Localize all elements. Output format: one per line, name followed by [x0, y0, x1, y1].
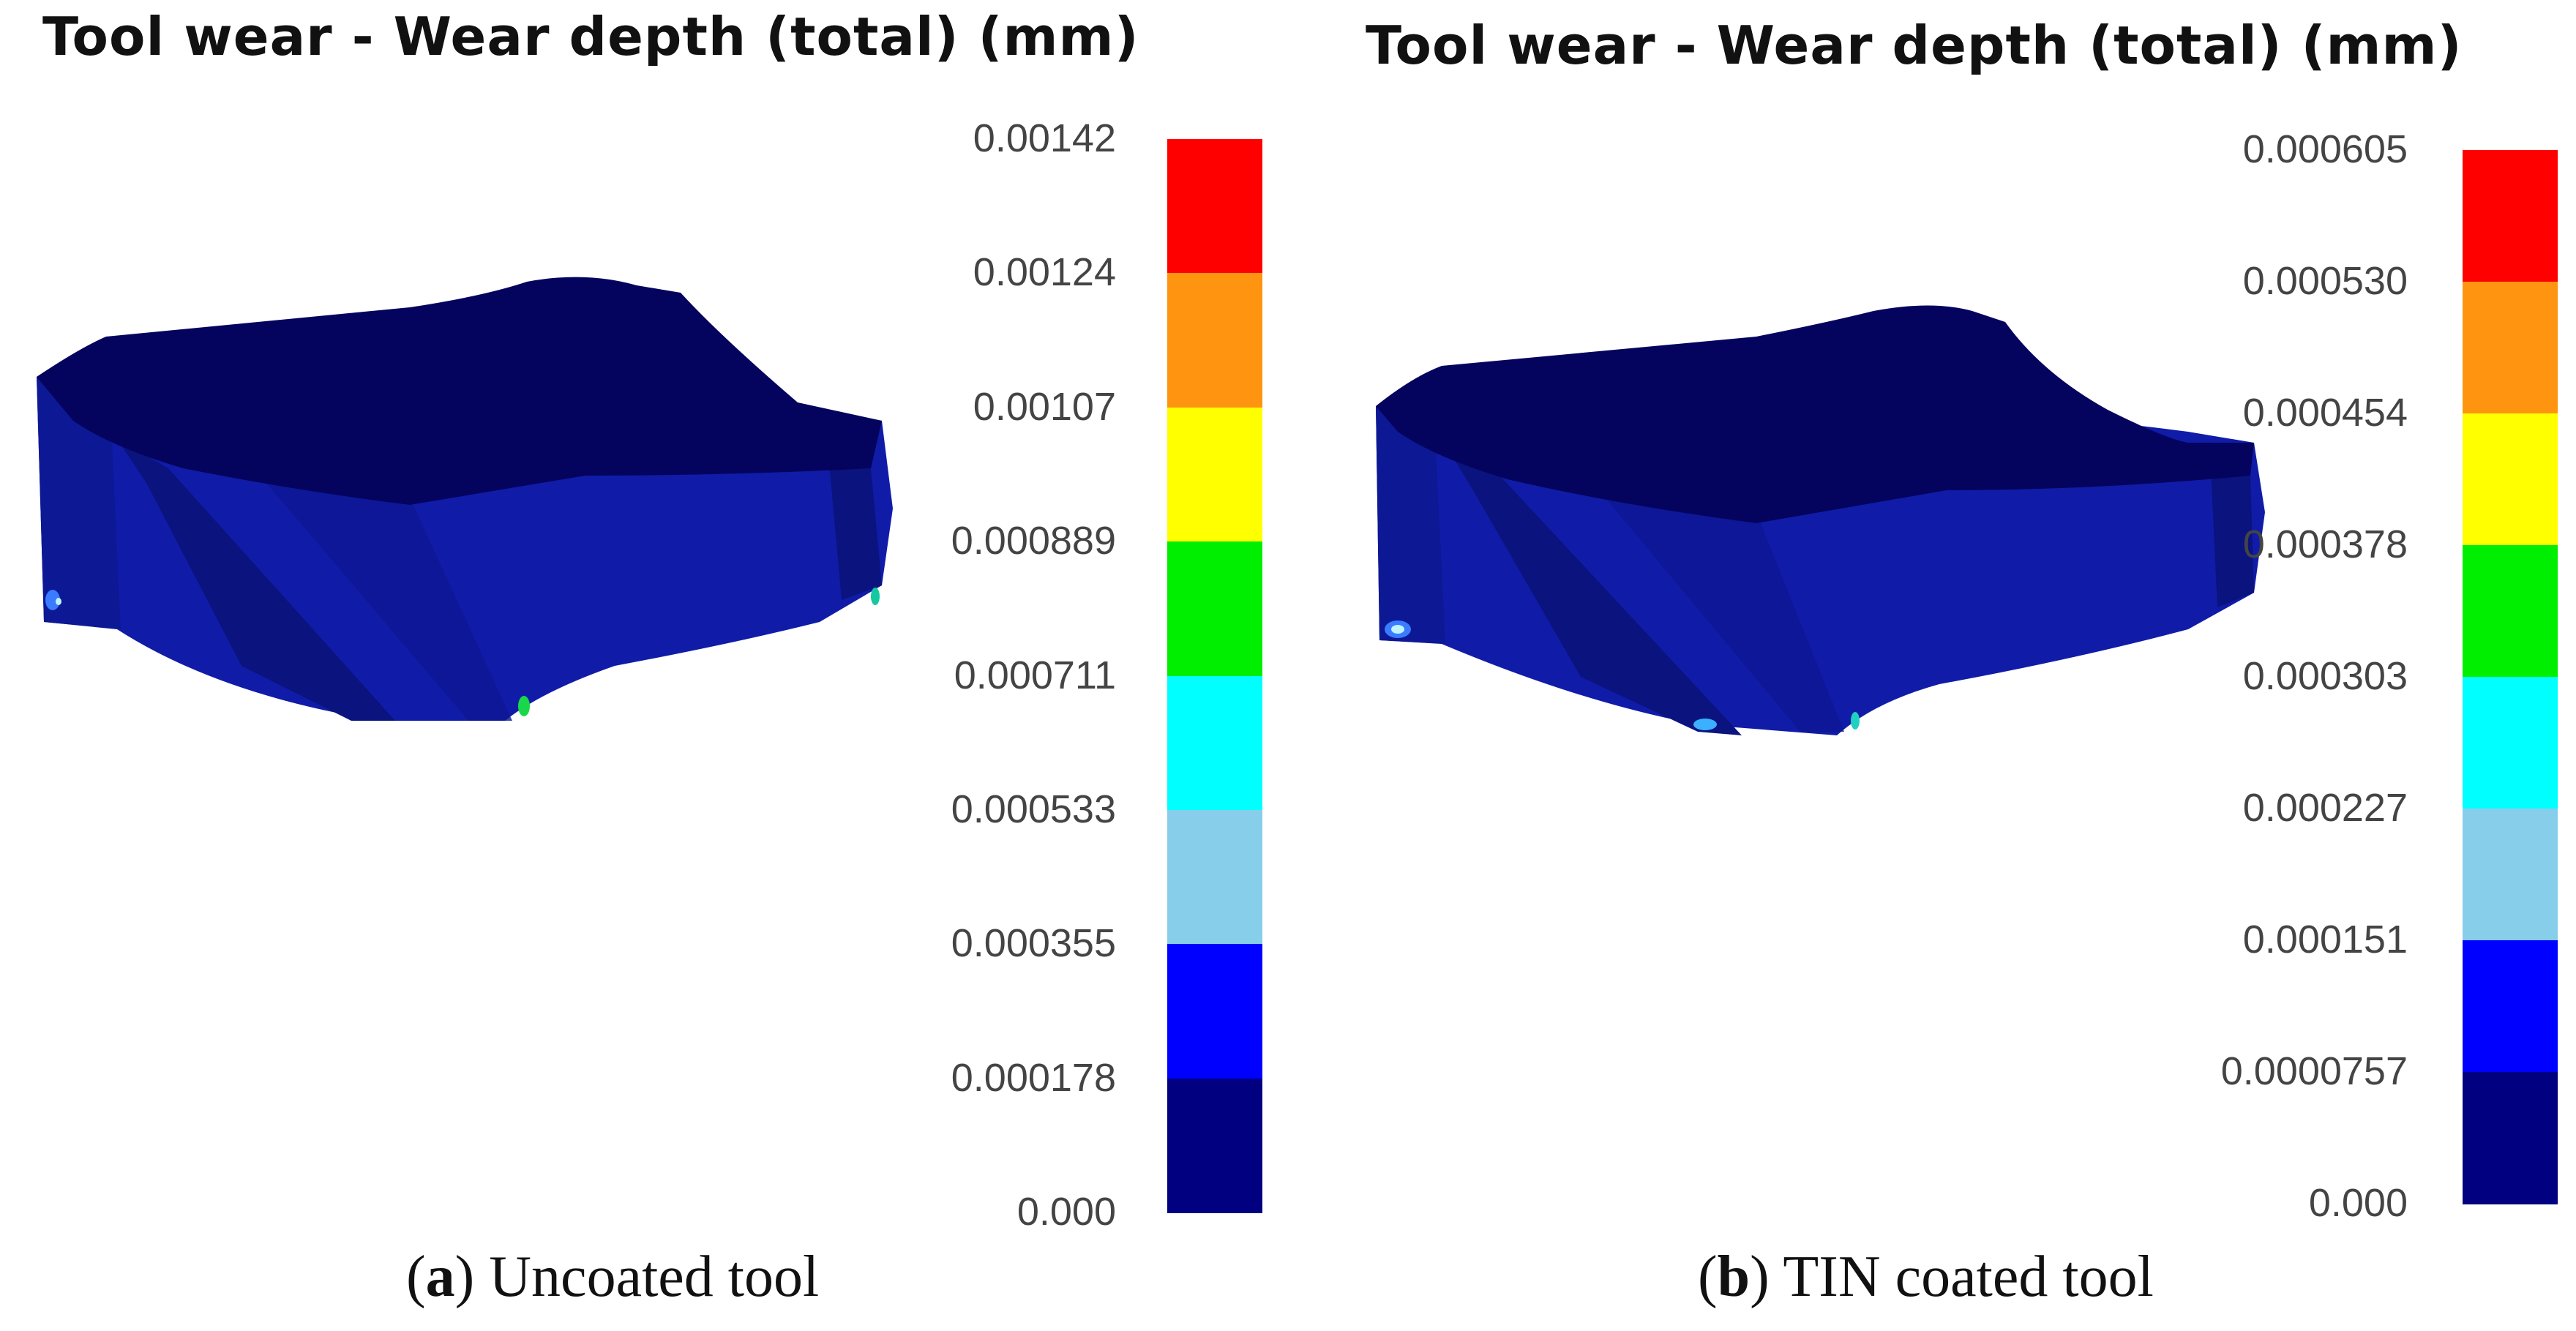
colorbar-segment — [1167, 541, 1262, 676]
scale-tick-label: 0.000 — [1016, 1190, 1116, 1234]
caption-letter: a — [425, 1245, 455, 1309]
tool-flute-shade — [117, 439, 395, 721]
wear-spot — [1693, 719, 1717, 730]
wear-spot — [56, 598, 61, 605]
colorbar-segment — [2463, 150, 2558, 282]
panel-caption: (a) Uncoated tool — [406, 1245, 820, 1309]
tool-flute-shade-right — [827, 439, 882, 600]
tool-top-surface — [37, 277, 882, 505]
tool-top-surface — [1376, 305, 2254, 523]
scale-tick-label: 0.000530 — [2242, 259, 2408, 303]
panel-tin-coated: Tool wear - Wear depth (total) (mm) 0.00… — [1288, 0, 2576, 1331]
scale-tick-label: 0.000889 — [951, 519, 1116, 563]
caption-text: TIN coated tool — [1783, 1245, 2154, 1309]
wear-spot — [871, 588, 880, 605]
scale-tick-label: 0.000151 — [2242, 918, 2408, 961]
scale-tick-label: 0.000711 — [954, 653, 1116, 697]
colorbar-segment — [2463, 545, 2558, 678]
colorbar-segment — [2463, 809, 2558, 941]
colorbar-segment — [1167, 944, 1262, 1079]
tool-wear-render-uncoated — [37, 277, 893, 721]
colorbar-segment — [1167, 273, 1262, 408]
colorbar-segment — [1167, 809, 1262, 945]
wear-spot — [1851, 712, 1860, 730]
scale-tick-label: 0.00107 — [973, 384, 1116, 429]
scale-tick-label: 0.000303 — [2242, 654, 2408, 698]
colorbar-segment — [1167, 139, 1262, 274]
colorbar-segment — [2463, 413, 2558, 546]
scale-tick-label: 0.0000757 — [2220, 1049, 2408, 1093]
colorbar-segment — [1167, 1078, 1262, 1213]
scale-tick-label: 0.00142 — [973, 116, 1116, 160]
panel-caption: (b) TIN coated tool — [1698, 1245, 2154, 1309]
panel-title: Tool wear - Wear depth (total) (mm) — [42, 6, 1139, 67]
tool-left-edge — [1376, 406, 1445, 644]
colorbar-segment — [1167, 675, 1262, 811]
colorbar-segment — [1167, 407, 1262, 542]
scale-tick-label: 0.000227 — [2242, 786, 2408, 830]
scale-tick-label: 0.000355 — [951, 921, 1116, 966]
scale-tick-label: 0.000533 — [951, 787, 1116, 831]
scale-tick-label: 0.000605 — [2242, 127, 2408, 171]
panel-uncoated: Tool wear - Wear depth (total) (mm) 0.00… — [37, 6, 1262, 1309]
tool-flute-edge — [1581, 468, 1844, 732]
panel-title: Tool wear - Wear depth (total) (mm) — [1366, 15, 2463, 76]
scale-tick-label: 0.000454 — [2242, 391, 2408, 435]
caption-text: Uncoated tool — [489, 1245, 820, 1309]
wear-spot — [1391, 625, 1404, 634]
scale-tick-label: 0.000378 — [2242, 522, 2408, 566]
scale-tick-label: 0.00124 — [973, 250, 1116, 295]
tool-left-edge — [37, 377, 121, 629]
colorbar-segment — [2463, 677, 2558, 809]
colorbar-segment — [2463, 282, 2558, 414]
caption-letter: b — [1717, 1245, 1751, 1309]
tool-wear-render-coated — [1376, 305, 2265, 735]
scale-tick-label: 0.000178 — [951, 1055, 1116, 1100]
colorbar-segment — [2463, 1072, 2558, 1204]
colorbar-segment — [2463, 940, 2558, 1073]
tool-flute-shade — [1442, 439, 1742, 735]
colorbar — [1167, 139, 1262, 1213]
scale-tick-label: 0.000 — [2308, 1181, 2408, 1225]
tool-flute-edge — [242, 454, 512, 721]
colorbar — [2463, 150, 2558, 1204]
wear-spot — [45, 590, 60, 610]
wear-spot — [518, 696, 530, 716]
tool-flute-shade-right — [2210, 454, 2254, 607]
